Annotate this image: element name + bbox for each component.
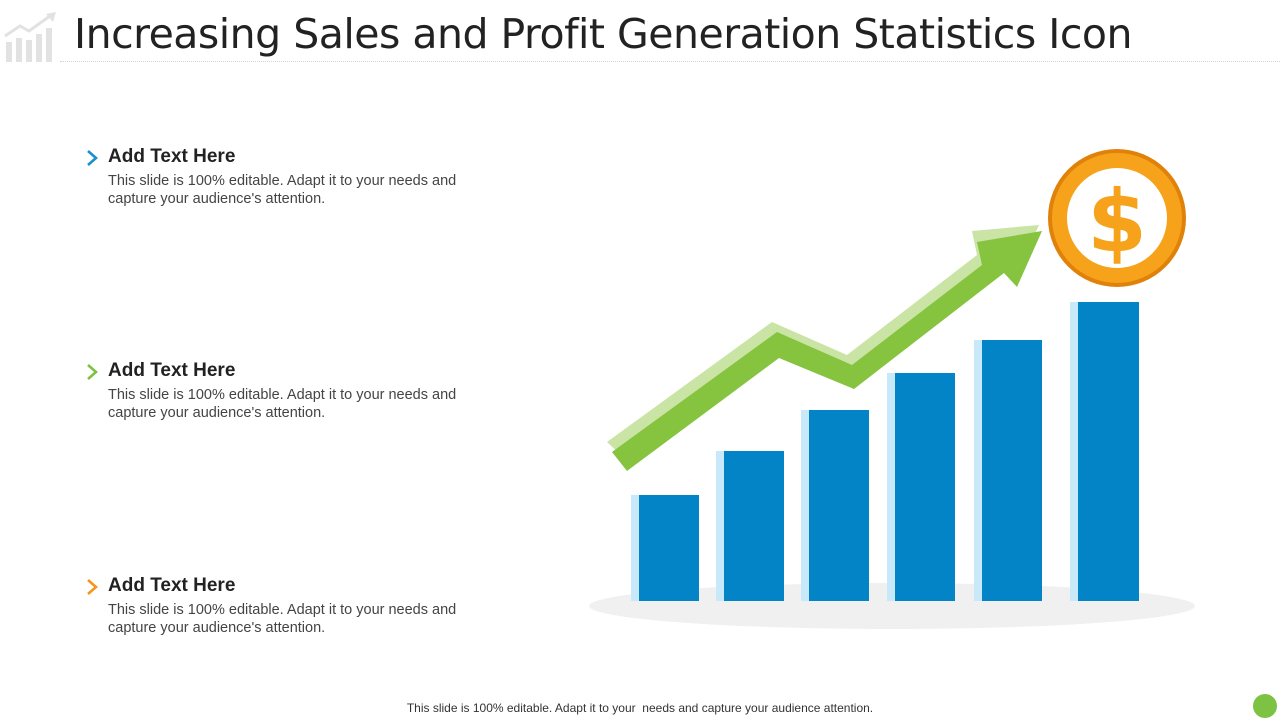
bar-1 xyxy=(631,495,699,601)
dollar-coin-icon: $ xyxy=(1048,149,1186,287)
item-body: This slide is 100% editable. Adapt it to… xyxy=(108,173,457,207)
chevron-right-icon xyxy=(87,150,98,166)
bar-2 xyxy=(716,451,784,601)
page-title: Increasing Sales and Profit Generation S… xyxy=(74,10,1132,58)
item-heading: Add Text Here xyxy=(108,146,236,167)
chevron-right-icon xyxy=(87,579,98,595)
footer-note: This slide is 100% editable. Adapt it to… xyxy=(406,701,874,715)
bar-5 xyxy=(974,340,1042,601)
title-divider xyxy=(60,61,1280,62)
item-body: This slide is 100% editable. Adapt it to… xyxy=(108,387,457,421)
bar-4 xyxy=(887,373,955,601)
bar-6 xyxy=(1070,302,1139,601)
dollar-sign: $ xyxy=(1087,172,1147,272)
item-heading: Add Text Here xyxy=(108,360,236,381)
chevron-right-icon xyxy=(87,364,98,380)
item-body: This slide is 100% editable. Adapt it to… xyxy=(108,602,457,636)
bar-3 xyxy=(801,410,869,601)
up-arrow-icon xyxy=(607,225,1042,471)
status-dot xyxy=(1253,694,1277,718)
trend-chart-icon xyxy=(4,12,56,62)
item-heading: Add Text Here xyxy=(108,575,236,596)
